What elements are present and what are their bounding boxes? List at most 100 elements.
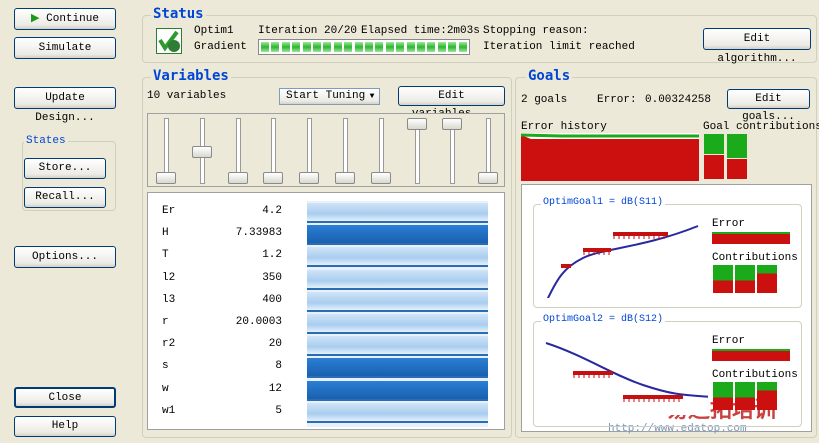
progress-segment bbox=[271, 42, 280, 52]
status-group bbox=[142, 15, 817, 63]
progress-segment bbox=[281, 42, 290, 52]
progress-segment bbox=[448, 42, 457, 52]
variable-bar bbox=[307, 203, 488, 223]
start-tuning-dropdown[interactable]: Start Tuning ▼ bbox=[279, 88, 380, 105]
progress-segment bbox=[365, 42, 373, 52]
goal-contribution-bar bbox=[757, 382, 777, 410]
edit-variables-button[interactable]: Edit variables... bbox=[398, 86, 505, 120]
progress-segment bbox=[344, 42, 353, 52]
variable-bar bbox=[307, 358, 488, 379]
goal-contribution-bar bbox=[713, 382, 733, 410]
progress-segment bbox=[302, 42, 311, 52]
states-group bbox=[22, 141, 116, 211]
goal-panel-title: OptimGoal2 = dB(S12) bbox=[541, 314, 666, 325]
update-design-button[interactable]: Update Design... bbox=[14, 87, 116, 124]
goal-error-bar bbox=[712, 232, 790, 244]
progress-segment bbox=[323, 42, 332, 52]
slider-thumb bbox=[370, 172, 391, 184]
progress-segment bbox=[427, 42, 436, 52]
variable-bar bbox=[307, 291, 488, 312]
variable-value: 8 bbox=[275, 360, 282, 373]
recall-button[interactable]: Recall... bbox=[24, 187, 106, 208]
variable-name: r2 bbox=[162, 338, 176, 351]
variable-name: l3 bbox=[162, 293, 176, 306]
goal-count: 2 goals bbox=[521, 94, 568, 106]
variable-table: Er 4.2 H 7.33983 T 1.2 l2 350 l3 400 r 20.0003 r2 20 s… bbox=[147, 192, 505, 430]
variable-bar bbox=[307, 269, 488, 290]
variable-value: 20.0003 bbox=[235, 316, 282, 328]
goal-contribution-bar bbox=[713, 265, 733, 293]
variable-bar bbox=[307, 380, 488, 401]
goal-contribution-bar bbox=[735, 265, 755, 293]
goal-curve bbox=[543, 335, 708, 415]
iteration: Iteration 20/20 bbox=[258, 25, 358, 37]
variable-name: T bbox=[162, 249, 169, 262]
goal-panel-frame bbox=[533, 204, 802, 308]
states-title: States bbox=[24, 135, 68, 147]
variable-name: H bbox=[162, 227, 169, 240]
variable-value: 1.2 bbox=[262, 249, 282, 262]
goal-error-bar bbox=[712, 349, 790, 361]
simulate-button[interactable]: Simulate bbox=[14, 37, 116, 59]
slider-thumb bbox=[263, 172, 284, 184]
progress-segment bbox=[396, 42, 405, 52]
options-button[interactable]: Options... bbox=[14, 246, 116, 268]
variable-name: w1 bbox=[162, 404, 176, 417]
method-name: Gradient bbox=[194, 41, 247, 53]
variable-value: 20 bbox=[268, 338, 282, 351]
stopping-reason: Iteration limit reached bbox=[483, 41, 635, 53]
goal-contribution-bar bbox=[735, 382, 755, 410]
help-button[interactable]: Help bbox=[14, 416, 116, 437]
continue-button[interactable]: ▶ Continue bbox=[14, 8, 116, 30]
error-history-label: Error history bbox=[521, 121, 607, 133]
optimizer-name: Optim1 bbox=[194, 25, 234, 37]
variable-name: r bbox=[162, 316, 169, 328]
store-button[interactable]: Store... bbox=[24, 158, 106, 179]
edit-algorithm-button[interactable]: Edit algorithm... bbox=[703, 28, 811, 65]
progress-bar bbox=[258, 39, 470, 55]
error-value: 0.00324258 bbox=[645, 94, 712, 106]
goal-panel-title: OptimGoal1 = dB(S11) bbox=[541, 197, 666, 208]
goals-title: Goals bbox=[526, 68, 573, 84]
goal-contribution-bar bbox=[757, 265, 777, 293]
variable-count: 10 variables bbox=[147, 90, 227, 102]
goal-error-label: Error bbox=[712, 218, 746, 230]
variable-name: Er bbox=[162, 205, 176, 217]
progress-segment bbox=[417, 42, 425, 52]
variable-value: 350 bbox=[262, 271, 282, 284]
stopping-label: Stopping reason: bbox=[483, 25, 589, 37]
variable-value: 400 bbox=[262, 293, 282, 306]
variable-bar bbox=[307, 225, 488, 246]
slider-thumb bbox=[442, 118, 463, 130]
variable-value: 7.33983 bbox=[235, 227, 282, 240]
label: Start Tuning bbox=[286, 90, 366, 102]
close-button[interactable]: Close bbox=[14, 387, 116, 408]
elapsed-time: Elapsed time:2m03s bbox=[361, 25, 480, 37]
progress-segment bbox=[406, 42, 415, 52]
status-title: Status bbox=[151, 6, 206, 22]
variable-name: w bbox=[162, 382, 169, 395]
variable-bar bbox=[307, 314, 488, 334]
variable-name: l2 bbox=[162, 271, 176, 284]
optimizer-icon bbox=[156, 28, 182, 54]
goal-contributions-label: Contributions bbox=[712, 369, 798, 381]
progress-segment bbox=[458, 42, 467, 52]
progress-segment bbox=[385, 42, 394, 52]
variable-value: 12 bbox=[268, 382, 282, 395]
edit-goals-button[interactable]: Edit goals... bbox=[727, 89, 810, 123]
progress-segment bbox=[292, 42, 301, 52]
goal-contributions-label: Goal contributions bbox=[703, 121, 819, 133]
variable-bar bbox=[307, 247, 488, 268]
slider-thumb bbox=[227, 172, 248, 184]
goals-group bbox=[515, 77, 817, 438]
progress-segment bbox=[375, 42, 384, 52]
error-label: Error: bbox=[597, 94, 637, 106]
variable-bar bbox=[307, 336, 488, 357]
slider-thumb bbox=[478, 172, 499, 184]
variable-value: 4.2 bbox=[262, 205, 282, 217]
variables-title: Variables bbox=[151, 68, 231, 84]
progress-segment bbox=[333, 42, 342, 52]
progress-segment bbox=[261, 42, 269, 52]
variable-name: s bbox=[162, 360, 169, 373]
